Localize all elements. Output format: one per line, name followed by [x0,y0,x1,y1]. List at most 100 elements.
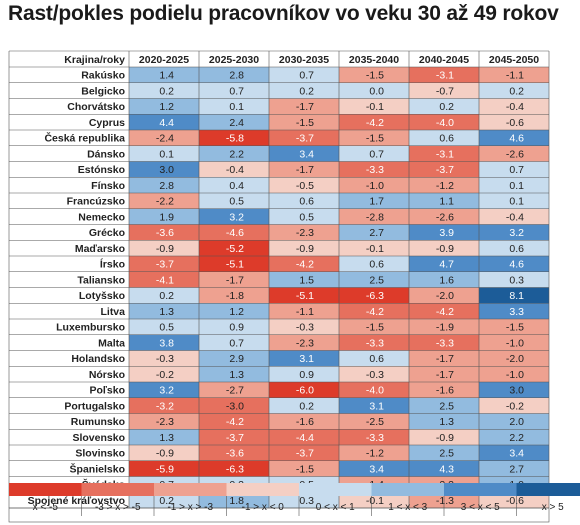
cell-value: -1.0 [366,180,384,192]
cell-value: -0.7 [436,85,454,97]
cell-value: -1.7 [226,274,244,286]
heatmap-cell [269,397,339,414]
row-label: Taliansko [77,274,125,286]
heatmap-cell [479,319,549,335]
cell-value: -4.4 [296,432,314,444]
cell-value: -5.1 [296,290,314,302]
heatmap-cell [129,256,199,272]
cell-value: 3.2 [159,385,174,397]
row-label: Litva [100,306,125,318]
heatmap-cell [339,82,409,99]
heatmap-cell [339,161,409,178]
heatmap-cell [479,161,549,178]
row-label: Lotyšsko [79,290,125,302]
cell-value: -1.7 [436,369,454,381]
heatmap-cell [339,98,409,115]
cell-value: 3.9 [439,227,454,239]
cell-value: 2.7 [369,227,384,239]
heatmap-cell [129,397,199,414]
heatmap-cell [409,366,479,382]
cell-value: 0.6 [509,243,524,255]
heatmap-cell [199,177,269,193]
cell-value: -3.3 [366,432,384,444]
heatmap-cell [129,413,199,430]
heatmap-cell [199,445,269,461]
cell-value: -2.0 [506,353,524,365]
cell-value: -1.5 [296,117,314,129]
cell-value: -2.6 [436,211,454,223]
cell-value: -5.8 [226,133,244,145]
column-header: 2045-2050 [489,54,539,66]
legend-label: 1 < x < 3 [388,502,427,513]
cell-value: 0.2 [299,400,314,412]
heatmap-cell [269,240,339,256]
heatmap-cell [199,145,269,162]
heatmap-cell [199,67,269,83]
legend-label: x < -5 [33,502,59,513]
heatmap-cell [129,193,199,209]
cell-value: 0.3 [299,495,314,507]
cell-value: 1.7 [369,196,384,208]
heatmap-cell [269,445,339,461]
cell-value: 4.4 [159,117,174,129]
cell-value: 3.3 [509,306,524,318]
cell-value: -0.6 [506,117,524,129]
cell-value: -1.5 [366,322,384,334]
cell-value: -3.7 [296,133,314,145]
heatmap-cell [409,240,479,256]
row-label: Francúzsko [67,196,125,208]
cell-value: 0.2 [509,85,524,97]
cell-value: 2.0 [509,416,524,428]
cell-value: -0.1 [366,495,384,507]
row-label: Holandsko [71,353,125,365]
legend-label: -3 > x > -5 [95,502,141,513]
heatmap-cell [479,208,549,225]
cell-value: -1.5 [366,133,384,145]
cell-value: 1.6 [439,274,454,286]
heatmap-cell [269,492,339,508]
cell-value: 0.2 [159,495,174,507]
heatmap-cell [479,177,549,193]
heatmap-cell [409,82,479,99]
cell-value: 2.2 [509,432,524,444]
heatmap-cell [269,82,339,99]
cell-value: -2.3 [156,416,174,428]
heatmap-cell [269,334,339,351]
cell-value: -1.1 [296,306,314,318]
cell-value: -6.3 [366,290,384,302]
column-header: 2040-2045 [419,54,469,66]
heatmap-cell [129,350,199,367]
heatmap-cell [479,82,549,99]
cell-value: -4.2 [366,117,384,129]
heatmap-cell [339,208,409,225]
heatmap-cell [199,82,269,99]
row-label: Rakúsko [81,70,125,82]
cell-value: 3.4 [509,448,524,460]
cell-value: -0.9 [436,432,454,444]
heatmap-cell [479,382,549,398]
cell-value: 3.1 [369,400,384,412]
heatmap-cell [409,98,479,115]
heatmap-cell [409,460,479,477]
cell-value: 4.3 [439,463,454,475]
heatmap-cell [409,382,479,398]
cell-value: -3.7 [296,448,314,460]
cell-value: 1.2 [159,101,174,113]
heatmap-cell [409,350,479,367]
heatmap-cell [409,287,479,304]
cell-value: 0.2 [439,101,454,113]
cell-value: -4.6 [226,227,244,239]
cell-value: 0.2 [159,85,174,97]
cell-value: -1.3 [436,495,454,507]
cell-value: -2.4 [156,133,174,145]
cell-value: -1.2 [436,180,454,192]
heatmap-cell [479,130,549,146]
cell-value: 3.4 [369,463,384,475]
heatmap-cell [269,208,339,225]
heatmap-cell [339,460,409,477]
heatmap-cell [339,114,409,130]
cell-value: -1.9 [436,322,454,334]
heatmap-cell [339,256,409,272]
heatmap-cell [269,256,339,272]
